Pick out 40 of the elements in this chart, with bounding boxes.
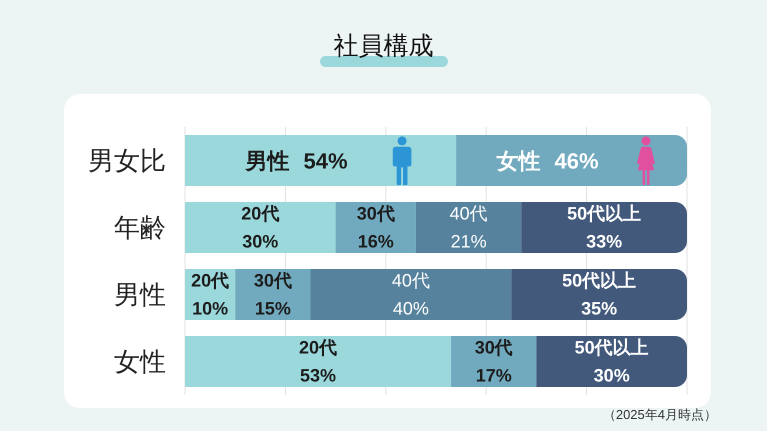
- bar: [456, 135, 687, 186]
- series-label: 20代: [241, 204, 280, 224]
- text: （2025年4月時点）: [602, 406, 717, 424]
- data-label: 54%: [304, 148, 348, 174]
- text: 30代: [254, 270, 292, 290]
- series-label: 40代: [450, 204, 488, 224]
- bar: [416, 202, 522, 253]
- bar: [185, 135, 456, 186]
- text: 50代以上: [574, 338, 649, 358]
- data-label: 21%: [450, 232, 487, 252]
- y-tick-label: 男女比: [88, 146, 166, 176]
- bar: [310, 269, 512, 320]
- data-label: 40%: [392, 298, 429, 318]
- bar: [185, 336, 452, 387]
- series-label: 30代: [356, 204, 395, 224]
- bar: [511, 269, 687, 320]
- data-label: 15%: [254, 298, 291, 318]
- bar: [185, 202, 336, 253]
- text: 50代以上: [562, 270, 636, 290]
- series-label: 男性: [244, 148, 290, 174]
- series-label: 50代以上: [567, 204, 642, 224]
- data-label: 30%: [242, 232, 278, 252]
- text: 30代: [474, 338, 513, 358]
- data-label: 17%: [476, 366, 512, 386]
- y-tick-label: 年齢: [114, 212, 166, 243]
- data-label: 16%: [358, 232, 394, 252]
- text: 40代: [392, 270, 430, 290]
- data-label: 30%: [594, 366, 630, 386]
- data-label: 46%: [554, 148, 599, 174]
- y-tick-label: 男性: [114, 280, 166, 310]
- y-tick-label: 女性: [114, 346, 166, 377]
- data-label: 10%: [192, 298, 228, 318]
- data-label: 33%: [586, 232, 622, 252]
- series-label: 女性: [496, 148, 541, 174]
- bar: [521, 202, 687, 253]
- data-label: 35%: [581, 298, 618, 318]
- text: 20代: [299, 338, 338, 358]
- chart-title: 社員構成: [334, 32, 434, 60]
- data-label: 53%: [300, 366, 336, 386]
- text: 20代: [191, 270, 230, 290]
